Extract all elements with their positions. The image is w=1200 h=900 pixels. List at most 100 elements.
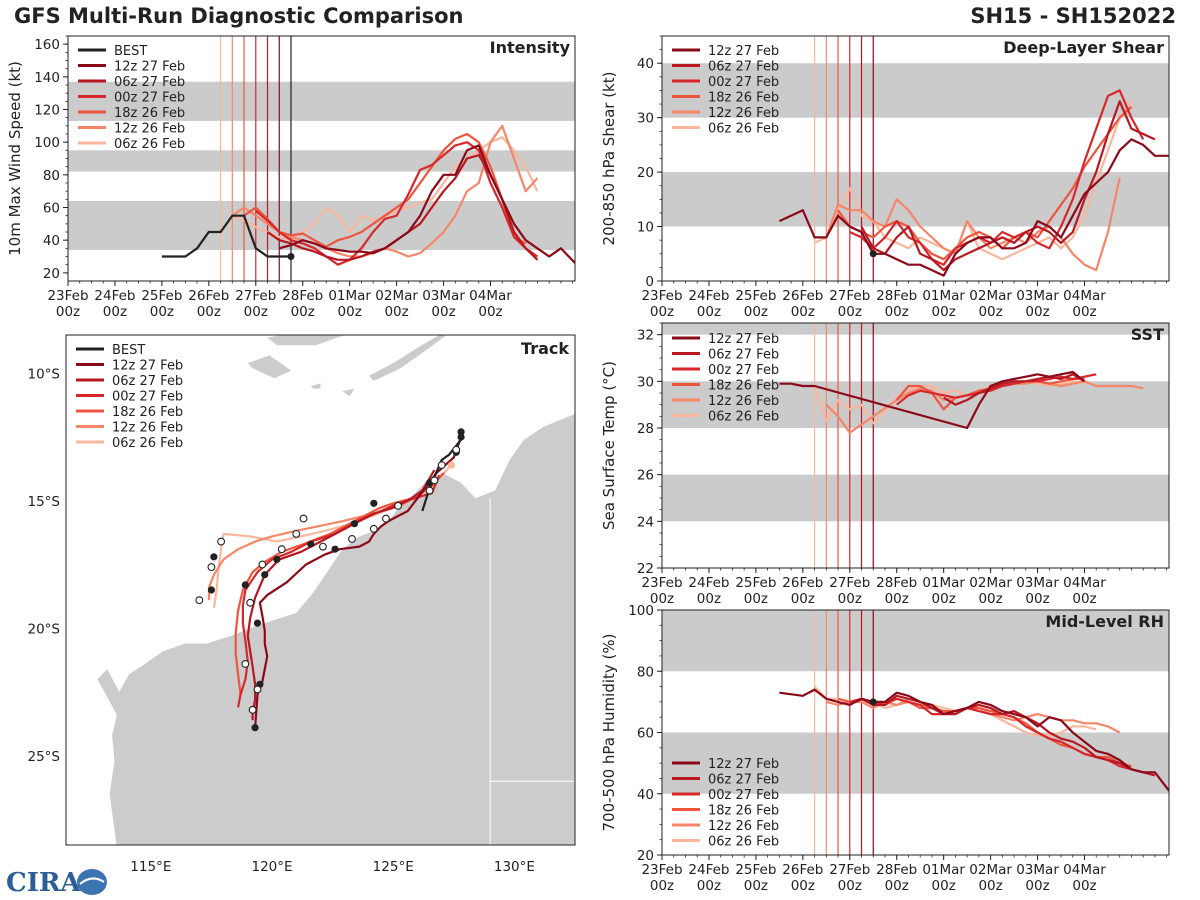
sst-series-1 <box>943 373 1086 406</box>
rh-legend-label: 06z 27 Feb <box>708 773 779 788</box>
track-marker-open <box>348 535 356 543</box>
intensity-legend-label: 12z 26 Feb <box>114 122 185 137</box>
shear-xtick-label: 26Feb <box>782 288 823 304</box>
intensity-band <box>68 150 575 172</box>
track-marker-open <box>369 524 378 533</box>
intensity-xtick-label: 24Feb <box>94 288 135 304</box>
intensity-xtick-label: 03Mar <box>422 288 465 304</box>
track-marker-open <box>207 563 216 571</box>
track-legend-label: 00z 27 Feb <box>112 390 183 405</box>
sst-xtick-label: 28Feb <box>876 575 917 591</box>
shear-legend-label: 00z 27 Feb <box>708 75 779 90</box>
track-marker-open <box>452 445 461 454</box>
sst-legend-label: 18z 26 Feb <box>708 379 779 394</box>
sst-band <box>662 323 1169 335</box>
cira-logo: CIRA <box>6 868 107 898</box>
shear-legend-label: 12z 27 Feb <box>708 44 779 59</box>
shear-legend-label: 12z 26 Feb <box>708 106 779 121</box>
track-marker-open <box>241 659 250 668</box>
rh-series-0 <box>779 688 1169 792</box>
rh-xtick-sublabel: 00z <box>697 878 721 894</box>
track-marker-open <box>299 514 308 523</box>
shear-xtick-label: 25Feb <box>735 288 776 304</box>
rh-xtick-label: 02Mar <box>969 862 1012 878</box>
intensity-series-3 <box>243 132 527 248</box>
sst-xtick-label: 26Feb <box>782 575 823 591</box>
rh-ytick-label: 80 <box>637 664 654 680</box>
intensity-xtick-label: 23Feb <box>47 288 88 304</box>
figure-title: GFS Multi-Run Diagnostic Comparison <box>14 4 464 28</box>
sst-ytick-label: 24 <box>637 514 654 530</box>
track-legend-label: 12z 26 Feb <box>112 421 183 436</box>
intensity-xtick-sublabel: 00z <box>384 304 408 320</box>
intensity-xtick-label: 01Mar <box>328 288 371 304</box>
rh-best-point <box>869 698 877 706</box>
intensity-panel-title: Intensity <box>490 38 571 57</box>
sst-ytick-label: 26 <box>637 468 654 484</box>
intensity-legend-label: 00z 27 Feb <box>114 91 185 106</box>
track-marker-open <box>425 486 434 495</box>
sst-xtick-label: 03Mar <box>1016 575 1059 591</box>
sumba-island <box>247 355 292 379</box>
sst-xtick-label: 01Mar <box>922 575 965 591</box>
shear-panel: 01020304023Feb00z24Feb00z25Feb00z26Feb00… <box>600 35 1170 320</box>
intensity-best-point <box>287 253 295 260</box>
intensity-series-2 <box>255 141 539 266</box>
sst-band <box>662 474 1169 522</box>
intensity-ytick-label: 160 <box>34 37 60 53</box>
rh-legend-label: 18z 26 Feb <box>708 804 779 819</box>
sst-panel-title: SST <box>1131 325 1164 344</box>
track-marker-run <box>447 461 455 469</box>
shear-xtick-sublabel: 00z <box>1025 304 1049 320</box>
timor-island <box>369 335 447 381</box>
intensity-xtick-sublabel: 00z <box>56 304 80 320</box>
shear-xtick-sublabel: 00z <box>978 304 1002 320</box>
shear-xtick-sublabel: 00z <box>932 304 956 320</box>
intensity-xtick-sublabel: 00z <box>103 304 127 320</box>
shear-xtick-label: 27Feb <box>829 288 870 304</box>
rh-xtick-sublabel: 00z <box>744 878 768 894</box>
track-marker-open <box>430 476 439 485</box>
sst-panel: 22242628303223Feb00z24Feb00z25Feb00z26Fe… <box>600 322 1170 607</box>
rh-xtick-sublabel: 00z <box>1025 878 1049 894</box>
track-panel: 115°E 120°E 125°E 130°E 10°S 15°S 20°S 25°S Trac… <box>28 334 576 875</box>
shear-ytick-label: 0 <box>645 274 654 290</box>
track-marker-filled <box>350 520 359 528</box>
rh-xtick-label: 24Feb <box>688 862 729 878</box>
intensity-series-0 <box>279 144 575 264</box>
intensity-ytick-label: 100 <box>34 135 60 151</box>
shear-xtick-label: 01Mar <box>922 288 965 304</box>
sst-series-0 <box>779 370 1086 430</box>
sst-xtick-sublabel: 00z <box>885 591 909 607</box>
intensity-best-line <box>161 214 291 258</box>
intensity-xtick-label: 28Feb <box>282 288 323 304</box>
rh-xtick-sublabel: 00z <box>650 878 674 894</box>
rh-xtick-sublabel: 00z <box>885 878 909 894</box>
intensity-ytick-label: 40 <box>43 233 60 249</box>
rh-panel: 2040608010023Feb00z24Feb00z25Feb00z26Feb… <box>600 603 1170 894</box>
intensity-xtick-sublabel: 00z <box>244 304 268 320</box>
sst-xtick-sublabel: 00z <box>744 591 768 607</box>
sst-legend-label: 00z 27 Feb <box>708 363 779 378</box>
shear-series-1 <box>860 100 1156 272</box>
intensity-xtick-label: 25Feb <box>141 288 182 304</box>
sst-xtick-sublabel: 00z <box>838 591 862 607</box>
track-panel-title: Track <box>521 339 569 358</box>
track-ytick-label: 10°S <box>28 366 61 382</box>
sst-xtick-label: 27Feb <box>829 575 870 591</box>
intensity-band <box>68 81 575 121</box>
savu-island <box>310 383 321 389</box>
track-marker-open <box>277 545 286 554</box>
rh-xtick-label: 01Mar <box>922 862 965 878</box>
sst-xtick-label: 02Mar <box>969 575 1012 591</box>
rh-xtick-label: 03Mar <box>1016 862 1059 878</box>
rh-legend-label: 06z 26 Feb <box>708 835 779 850</box>
track-ytick-label: 20°S <box>28 621 61 637</box>
intensity-panel: 2040608010012014016023Feb00z24Feb00z25Fe… <box>6 35 576 320</box>
track-frame <box>65 334 576 846</box>
shear-xtick-sublabel: 00z <box>1072 304 1096 320</box>
intensity-series-5 <box>219 136 539 242</box>
track-legend-label: 06z 27 Feb <box>112 374 183 389</box>
track-marker-filled <box>207 586 216 594</box>
